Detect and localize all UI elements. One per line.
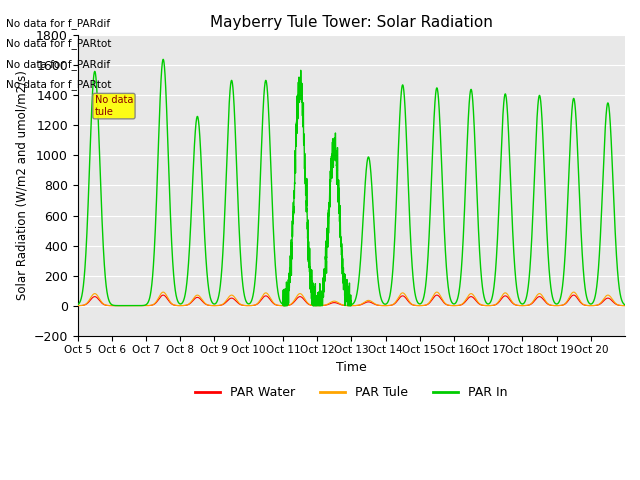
Legend: PAR Water, PAR Tule, PAR In: PAR Water, PAR Tule, PAR In	[190, 382, 513, 405]
Text: No data
tule: No data tule	[95, 96, 133, 117]
Title: Mayberry Tule Tower: Solar Radiation: Mayberry Tule Tower: Solar Radiation	[210, 15, 493, 30]
Text: No data for f_PARdif: No data for f_PARdif	[6, 59, 111, 70]
Text: No data for f_PARtot: No data for f_PARtot	[6, 38, 112, 49]
Text: No data for f_PARtot: No data for f_PARtot	[6, 79, 112, 90]
X-axis label: Time: Time	[336, 361, 367, 374]
Text: No data for f_PARdif: No data for f_PARdif	[6, 18, 111, 29]
Y-axis label: Solar Radiation (W/m2 and umol/m2/s): Solar Radiation (W/m2 and umol/m2/s)	[15, 71, 28, 300]
